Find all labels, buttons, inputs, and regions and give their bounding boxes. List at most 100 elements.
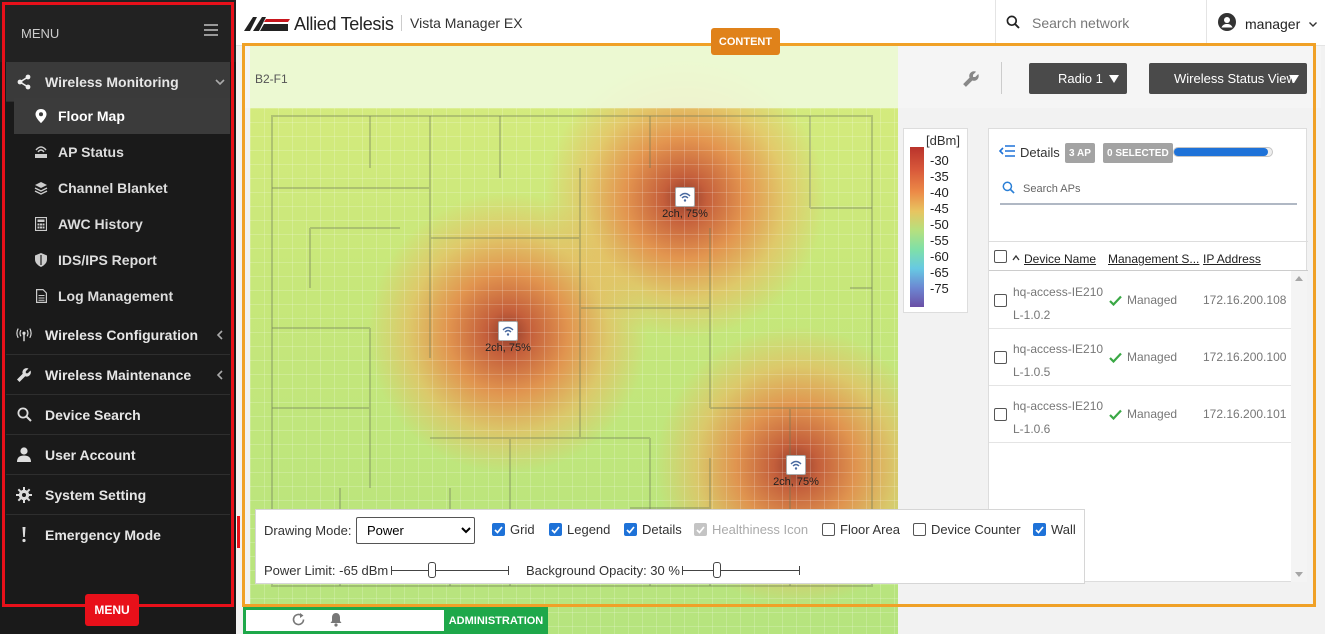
ap-search-input[interactable] bbox=[1023, 183, 1283, 195]
background-opacity-label: Background Opacity: 30 % bbox=[526, 563, 680, 578]
grid-checkbox[interactable]: Grid bbox=[492, 522, 535, 537]
wifi-icon bbox=[786, 455, 806, 475]
device-name-cell: hq-access-IE210 L-1.0.6 bbox=[1013, 395, 1103, 441]
column-management-status[interactable]: Management S... bbox=[1108, 252, 1200, 266]
sidebar-subitem-awc-history[interactable]: AWC History bbox=[14, 206, 230, 242]
background-opacity-slider[interactable] bbox=[682, 562, 800, 578]
radio-select-button[interactable]: Radio 1 bbox=[1029, 63, 1127, 94]
wrench-icon[interactable] bbox=[962, 70, 980, 91]
device-name-cell: hq-access-IE210 L-1.0.5 bbox=[1013, 338, 1103, 384]
details-panel: Details 3 AP 0 SELECTED Device Name Mana… bbox=[988, 128, 1308, 582]
checkbox-checked-icon bbox=[549, 523, 562, 536]
ap-status-icon bbox=[34, 145, 48, 159]
table-row[interactable]: hq-access-IE210 L-1.0.6 Managed 172.16.20… bbox=[989, 386, 1291, 443]
row-checkbox[interactable] bbox=[994, 294, 1007, 307]
sidebar-subitem-label: Log Management bbox=[58, 288, 174, 304]
device-counter-checkbox[interactable]: Device Counter bbox=[913, 522, 1021, 537]
device-name-line2: L-1.0.6 bbox=[1013, 422, 1051, 436]
sidebar-subitem-label: IDS/IPS Report bbox=[58, 252, 157, 268]
view-select-label: Wireless Status View bbox=[1174, 71, 1296, 86]
checkbox-label: Grid bbox=[510, 522, 535, 537]
device-name-line1: hq-access-IE210 bbox=[1013, 285, 1104, 299]
legend-checkbox[interactable]: Legend bbox=[549, 522, 610, 537]
menu-region-tag: MENU bbox=[85, 594, 139, 626]
scroll-down-icon[interactable] bbox=[1295, 572, 1303, 577]
table-scrollbar[interactable] bbox=[1291, 271, 1307, 582]
row-checkbox[interactable] bbox=[994, 408, 1007, 421]
refresh-icon[interactable] bbox=[291, 612, 306, 630]
sidebar-item-wireless-maintenance[interactable]: Wireless Maintenance bbox=[6, 355, 230, 395]
wall-checkbox[interactable]: Wall bbox=[1033, 522, 1076, 537]
slider-knob[interactable] bbox=[713, 562, 721, 578]
user-name: manager bbox=[1245, 15, 1301, 32]
access-point-marker[interactable]: 2ch, 75% bbox=[650, 187, 720, 220]
floor-area-checkbox[interactable]: Floor Area bbox=[822, 522, 900, 537]
sidebar-item-device-search[interactable]: Device Search bbox=[6, 395, 230, 435]
details-toggle[interactable]: Details bbox=[998, 145, 1060, 160]
row-checkbox[interactable] bbox=[994, 351, 1007, 364]
sidebar-subitem-channel-blanket[interactable]: Channel Blanket bbox=[14, 170, 230, 206]
sidebar-subitem-log-management[interactable]: Log Management bbox=[14, 278, 230, 314]
access-point-marker[interactable]: 2ch, 75% bbox=[761, 455, 831, 488]
table-row[interactable]: hq-access-IE210 L-1.0.5 Managed 172.16.20… bbox=[989, 329, 1291, 386]
bell-icon[interactable] bbox=[329, 612, 343, 630]
sidebar-subitem-label: Channel Blanket bbox=[58, 180, 168, 196]
checkbox-label: Floor Area bbox=[840, 522, 900, 537]
sidebar-subitem-ap-status[interactable]: AP Status bbox=[14, 134, 230, 170]
sidebar-subitem-floor-map[interactable]: Floor Map bbox=[14, 98, 230, 134]
network-search-input[interactable] bbox=[1032, 15, 1192, 31]
access-point-marker[interactable]: 2ch, 75% bbox=[473, 321, 543, 354]
ip-address-cell: 172.16.200.101 bbox=[1203, 407, 1287, 421]
sidebar-item-label: Wireless Configuration bbox=[45, 326, 199, 343]
checkbox-label: Legend bbox=[567, 522, 611, 537]
slider-track bbox=[682, 570, 800, 571]
caret-down-icon bbox=[1289, 75, 1299, 83]
product-name: Vista Manager EX bbox=[401, 15, 523, 31]
slider-knob[interactable] bbox=[428, 562, 436, 578]
ap-count-badge: 3 AP bbox=[1065, 143, 1095, 163]
device-name-cell: hq-access-IE210 L-1.0.2 bbox=[1013, 281, 1103, 327]
table-row[interactable]: hq-access-IE210 L-1.0.2 Managed 172.16.20… bbox=[989, 272, 1291, 329]
sidebar-item-system-setting[interactable]: System Setting bbox=[6, 475, 230, 515]
column-ip-address[interactable]: IP Address bbox=[1203, 252, 1261, 266]
sidebar-item-wireless-configuration[interactable]: Wireless Configuration bbox=[6, 315, 230, 355]
checkbox-checked-icon bbox=[1033, 523, 1046, 536]
view-select-button[interactable]: Wireless Status View bbox=[1149, 63, 1307, 94]
chevron-down-icon bbox=[1308, 16, 1318, 32]
sidebar-item-user-account[interactable]: User Account bbox=[6, 435, 230, 475]
details-checkbox[interactable]: Details bbox=[624, 522, 682, 537]
signal-legend: [dBm] -30 -35 -40 -45 -50 -55 -60 -65 -7… bbox=[903, 128, 968, 313]
chevron-down-icon bbox=[214, 75, 226, 87]
access-point-label: 2ch, 75% bbox=[485, 342, 531, 354]
scroll-up-icon[interactable] bbox=[1295, 276, 1303, 281]
header-divider bbox=[1001, 62, 1002, 94]
ip-address-cell: 172.16.200.100 bbox=[1203, 350, 1287, 364]
status-cell: Managed bbox=[1109, 350, 1177, 364]
checkbox-label: Healthiness Icon bbox=[712, 522, 809, 537]
radio-select-label: Radio 1 bbox=[1058, 71, 1103, 86]
sidebar-item-wireless-monitoring[interactable]: Wireless Monitoring bbox=[6, 62, 230, 102]
gear-icon bbox=[16, 486, 32, 503]
legend-tick: -45 bbox=[930, 201, 949, 216]
check-icon bbox=[1109, 295, 1122, 306]
drawing-mode-select[interactable]: Power bbox=[356, 517, 475, 544]
sidebar-item-emergency-mode[interactable]: Emergency Mode bbox=[6, 515, 230, 555]
access-point-label: 2ch, 75% bbox=[773, 476, 819, 488]
details-label: Details bbox=[1020, 145, 1060, 160]
status-cell: Managed bbox=[1109, 407, 1177, 421]
share-icon bbox=[16, 74, 32, 90]
power-limit-slider[interactable] bbox=[391, 562, 509, 578]
legend-tick: -65 bbox=[930, 265, 949, 280]
ap-table-header: Device Name Management S... IP Address bbox=[989, 241, 1308, 271]
checkbox-checked-icon bbox=[624, 523, 637, 536]
caret-down-icon bbox=[1109, 75, 1119, 83]
sidebar-subitem-ids-ips-report[interactable]: IDS/IPS Report bbox=[14, 242, 230, 278]
column-device-name[interactable]: Device Name bbox=[1024, 252, 1097, 266]
status-text: Managed bbox=[1127, 407, 1178, 421]
user-menu[interactable]: manager bbox=[1218, 13, 1318, 34]
hamburger-icon[interactable] bbox=[204, 24, 218, 36]
document-icon bbox=[34, 289, 48, 303]
select-all-checkbox[interactable] bbox=[994, 250, 1007, 263]
shield-icon bbox=[34, 253, 48, 267]
layers-icon bbox=[34, 181, 48, 195]
